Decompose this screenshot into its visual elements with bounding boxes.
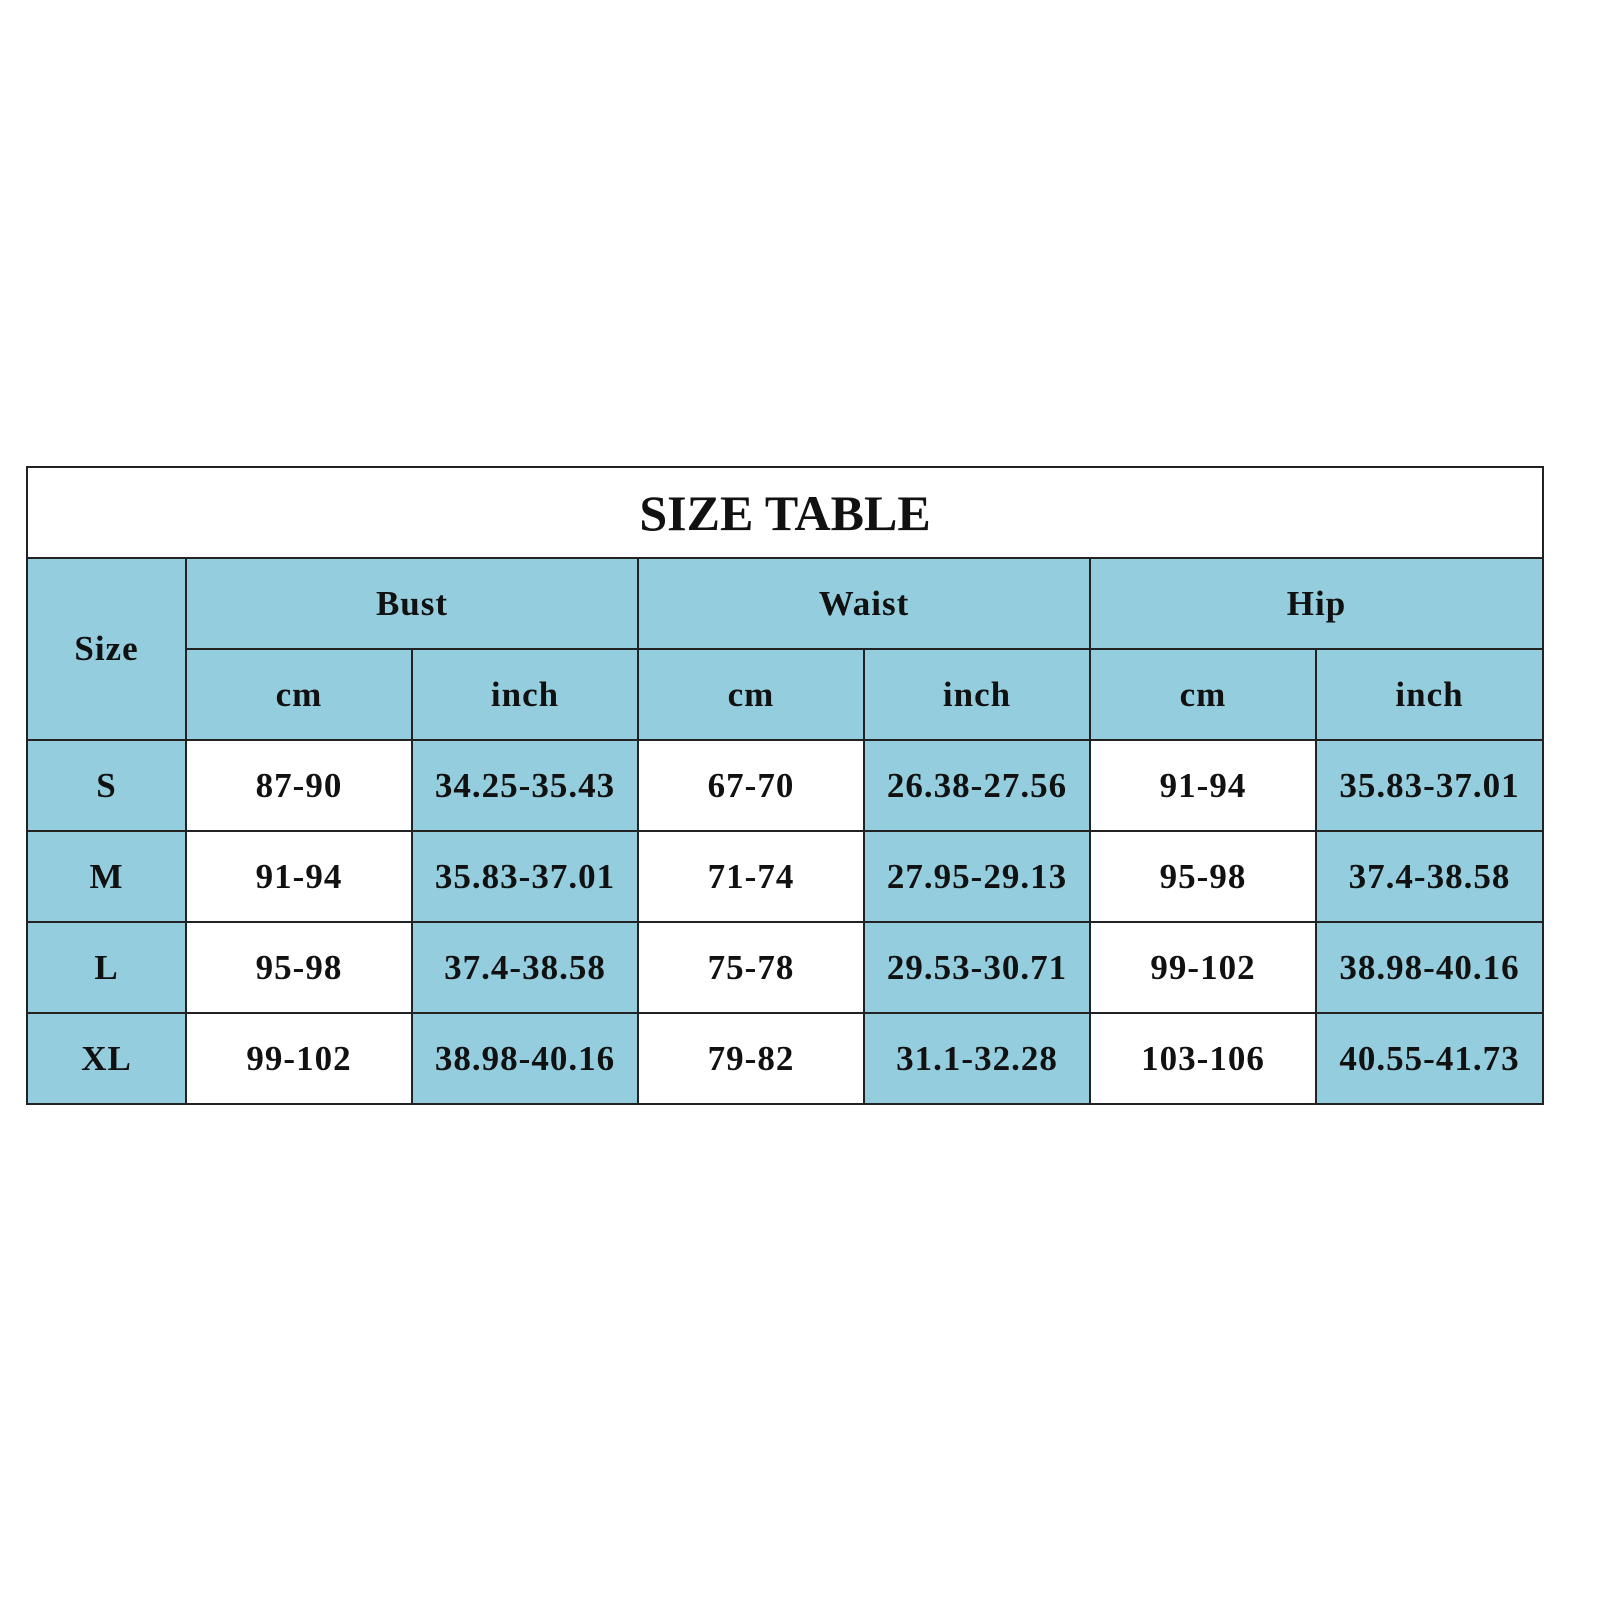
table-cell: 35.83-37.01 <box>411 830 639 923</box>
unit-header: inch <box>863 648 1091 741</box>
size-label: M <box>26 830 187 923</box>
table-row: L 95-98 37.4-38.58 75-78 29.53-30.71 99-102 38… <box>26 921 1545 1014</box>
size-label: L <box>26 921 187 1014</box>
table-row: M 91-94 35.83-37.01 71-74 27.95-29.13 95-98 37… <box>26 830 1545 923</box>
table-cell: 95-98 <box>185 921 413 1014</box>
table-cell: 26.38-27.56 <box>863 739 1091 832</box>
size-label: S <box>26 739 187 832</box>
table-cell: 37.4-38.58 <box>1314 830 1545 923</box>
header-hip: Hip <box>1088 557 1545 650</box>
table-cell: 79-82 <box>637 1012 865 1105</box>
unit-header: cm <box>185 648 413 741</box>
table-cell: 103-106 <box>1089 1012 1317 1105</box>
table-cell: 67-70 <box>637 739 865 832</box>
table-cell: 37.4-38.58 <box>411 921 639 1014</box>
header-size: Size <box>26 557 187 741</box>
unit-header: cm <box>1089 648 1317 741</box>
table-cell: 99-102 <box>185 1012 413 1105</box>
table-cell: 27.95-29.13 <box>863 830 1091 923</box>
table-cell: 38.98-40.16 <box>1314 921 1545 1014</box>
table-row: S 87-90 34.25-35.43 67-70 26.38-27.56 91-94 35… <box>26 739 1545 832</box>
table-cell: 38.98-40.16 <box>411 1012 639 1105</box>
table-cell: 87-90 <box>185 739 413 832</box>
table-cell: 40.55-41.73 <box>1314 1012 1545 1105</box>
table-cell: 91-94 <box>1089 739 1317 832</box>
size-table: SIZE TABLE Size Bust Waist Hip cm inch c… <box>25 466 1545 1105</box>
unit-header: cm <box>637 648 865 741</box>
unit-header: inch <box>1314 648 1545 741</box>
table-cell: 71-74 <box>637 830 865 923</box>
header-bust: Bust <box>185 557 639 650</box>
table-cell: 99-102 <box>1089 921 1317 1014</box>
table-cell: 35.83-37.01 <box>1314 739 1545 832</box>
table-cell: 29.53-30.71 <box>863 921 1091 1014</box>
table-cell: 34.25-35.43 <box>411 739 639 832</box>
unit-header: inch <box>411 648 639 741</box>
size-label: XL <box>26 1012 187 1105</box>
table-cell: 91-94 <box>185 830 413 923</box>
header-waist: Waist <box>637 557 1091 650</box>
table-title: SIZE TABLE <box>25 466 1545 559</box>
table-cell: 95-98 <box>1089 830 1317 923</box>
table-cell: 75-78 <box>637 921 865 1014</box>
table-cell: 31.1-32.28 <box>863 1012 1091 1105</box>
table-row: XL 99-102 38.98-40.16 79-82 31.1-32.28 103-10… <box>26 1012 1545 1105</box>
